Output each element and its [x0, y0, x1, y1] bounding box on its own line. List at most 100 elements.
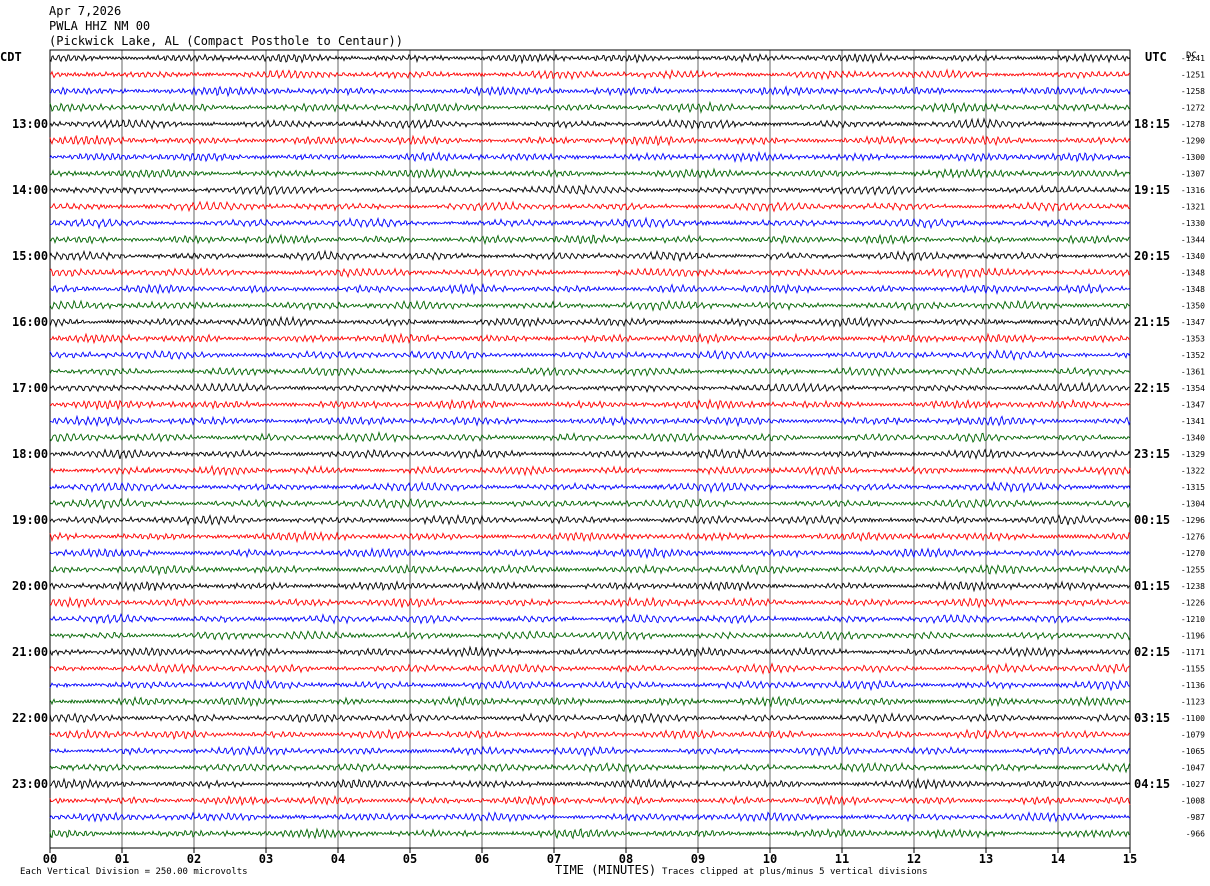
dc-offset-label: -1171 — [1181, 648, 1205, 657]
plot-frame — [49, 49, 1131, 849]
dc-offset-label: -1315 — [1181, 483, 1205, 492]
dc-offset-label: -1065 — [1181, 747, 1205, 756]
left-timezone-label: CDT — [0, 50, 22, 64]
trace-line — [49, 315, 1131, 328]
trace-line — [49, 134, 1131, 147]
right-hour-label: 20:15 — [1134, 249, 1170, 263]
dc-offset-label: -1340 — [1181, 252, 1205, 261]
trace-line — [49, 547, 1131, 560]
x-tick-label: 13 — [979, 852, 993, 866]
trace-line — [49, 513, 1131, 526]
header-station: PWLA HHZ NM 00 — [49, 19, 151, 33]
dc-offset-label: -1008 — [1181, 797, 1205, 806]
left-hour-label: 19:00 — [12, 513, 48, 527]
dc-offset-label: -1278 — [1181, 120, 1205, 129]
trace-line — [49, 167, 1131, 180]
dc-offset-label: -1290 — [1181, 137, 1205, 146]
trace-line — [49, 414, 1131, 428]
dc-offset-label: -1348 — [1181, 269, 1205, 278]
x-tick-label: 11 — [835, 852, 849, 866]
right-hour-label: 03:15 — [1134, 711, 1170, 725]
dc-offset-label: -1270 — [1181, 549, 1205, 558]
dc-offset-label: -1047 — [1181, 764, 1205, 773]
trace-line — [49, 68, 1131, 81]
trace-line — [49, 282, 1131, 296]
right-hour-label: 21:15 — [1134, 315, 1170, 329]
trace-line — [49, 85, 1131, 98]
trace-line — [49, 777, 1131, 790]
dc-offset-label: -1238 — [1181, 582, 1205, 591]
dc-offset-label: -987 — [1186, 813, 1205, 822]
dc-offset-label: -1027 — [1181, 780, 1205, 789]
trace-line — [49, 497, 1131, 510]
dc-offset-label: -1123 — [1181, 698, 1205, 707]
right-hour-label: 23:15 — [1134, 447, 1170, 461]
trace-line — [49, 530, 1131, 544]
trace-line — [49, 381, 1131, 394]
dc-offset-label: -1258 — [1181, 87, 1205, 96]
left-hour-label: 18:00 — [12, 447, 48, 461]
trace-line — [49, 267, 1131, 279]
trace-line — [49, 695, 1131, 708]
dc-label: DC — [1186, 51, 1197, 61]
dc-offset-label: -1255 — [1181, 566, 1205, 575]
left-hour-label: 16:00 — [12, 315, 48, 329]
dc-offset-label: -1251 — [1181, 71, 1205, 80]
trace-line — [49, 233, 1131, 246]
x-tick-label: 02 — [187, 852, 201, 866]
trace-line — [49, 612, 1131, 625]
trace-line — [49, 563, 1131, 576]
dc-offset-label: -1322 — [1181, 467, 1205, 476]
trace-line — [49, 332, 1131, 345]
trace-line — [49, 745, 1131, 758]
trace-line — [49, 795, 1131, 807]
dc-offset-label: -1226 — [1181, 599, 1205, 608]
left-hour-label: 17:00 — [12, 381, 48, 395]
left-hour-label: 13:00 — [12, 117, 48, 131]
x-tick-label: 00 — [43, 852, 57, 866]
trace-line — [49, 630, 1131, 642]
left-hour-label: 22:00 — [12, 711, 48, 725]
clip-note: Traces clipped at plus/minus 5 vertical … — [662, 867, 928, 877]
trace-line — [49, 827, 1131, 840]
dc-offset-label: -1347 — [1181, 318, 1205, 327]
trace-line — [49, 398, 1131, 411]
dc-offset-label: -1079 — [1181, 731, 1205, 740]
trace-line — [49, 299, 1131, 312]
dc-offset-label: -1300 — [1181, 153, 1205, 162]
x-tick-label: 08 — [619, 852, 633, 866]
x-tick-label: 15 — [1123, 852, 1137, 866]
dc-offset-label: -1196 — [1181, 632, 1205, 641]
scale-note: Each Vertical Division = 250.00 microvol… — [20, 867, 248, 877]
trace-line — [49, 662, 1131, 675]
header-location: (Pickwick Lake, AL (Compact Posthole to … — [49, 34, 404, 48]
right-timezone-label: UTC — [1145, 50, 1167, 64]
right-hour-label: 22:15 — [1134, 381, 1170, 395]
x-tick-label: 01 — [115, 852, 129, 866]
right-hour-label: 00:15 — [1134, 513, 1170, 527]
dc-offset-label: -1344 — [1181, 236, 1205, 245]
x-axis-title: TIME (MINUTES) — [555, 863, 657, 877]
trace-line — [49, 596, 1131, 609]
x-tick-label: 14 — [1051, 852, 1065, 866]
trace-line — [49, 216, 1131, 230]
dc-offset-label: -1155 — [1181, 665, 1205, 674]
trace-line — [49, 348, 1131, 361]
dc-offset-label: -1347 — [1181, 401, 1205, 410]
dc-offset-label: -1136 — [1181, 681, 1205, 690]
trace-line — [49, 430, 1131, 444]
dc-offset-label: -1100 — [1181, 714, 1205, 723]
x-tick-label: 07 — [547, 852, 561, 866]
x-tick-label: 04 — [331, 852, 345, 866]
dc-offset-label: -1348 — [1181, 285, 1205, 294]
trace-line — [49, 448, 1131, 460]
dc-offset-label: -1354 — [1181, 384, 1205, 393]
trace-line — [49, 645, 1131, 658]
dc-offset-label: -966 — [1186, 830, 1205, 839]
dc-offset-label: -1296 — [1181, 516, 1205, 525]
trace-line — [49, 728, 1131, 740]
dc-offset-label: -1329 — [1181, 450, 1205, 459]
dc-offset-label: -1241 — [1181, 54, 1205, 63]
right-hour-label: 18:15 — [1134, 117, 1170, 131]
